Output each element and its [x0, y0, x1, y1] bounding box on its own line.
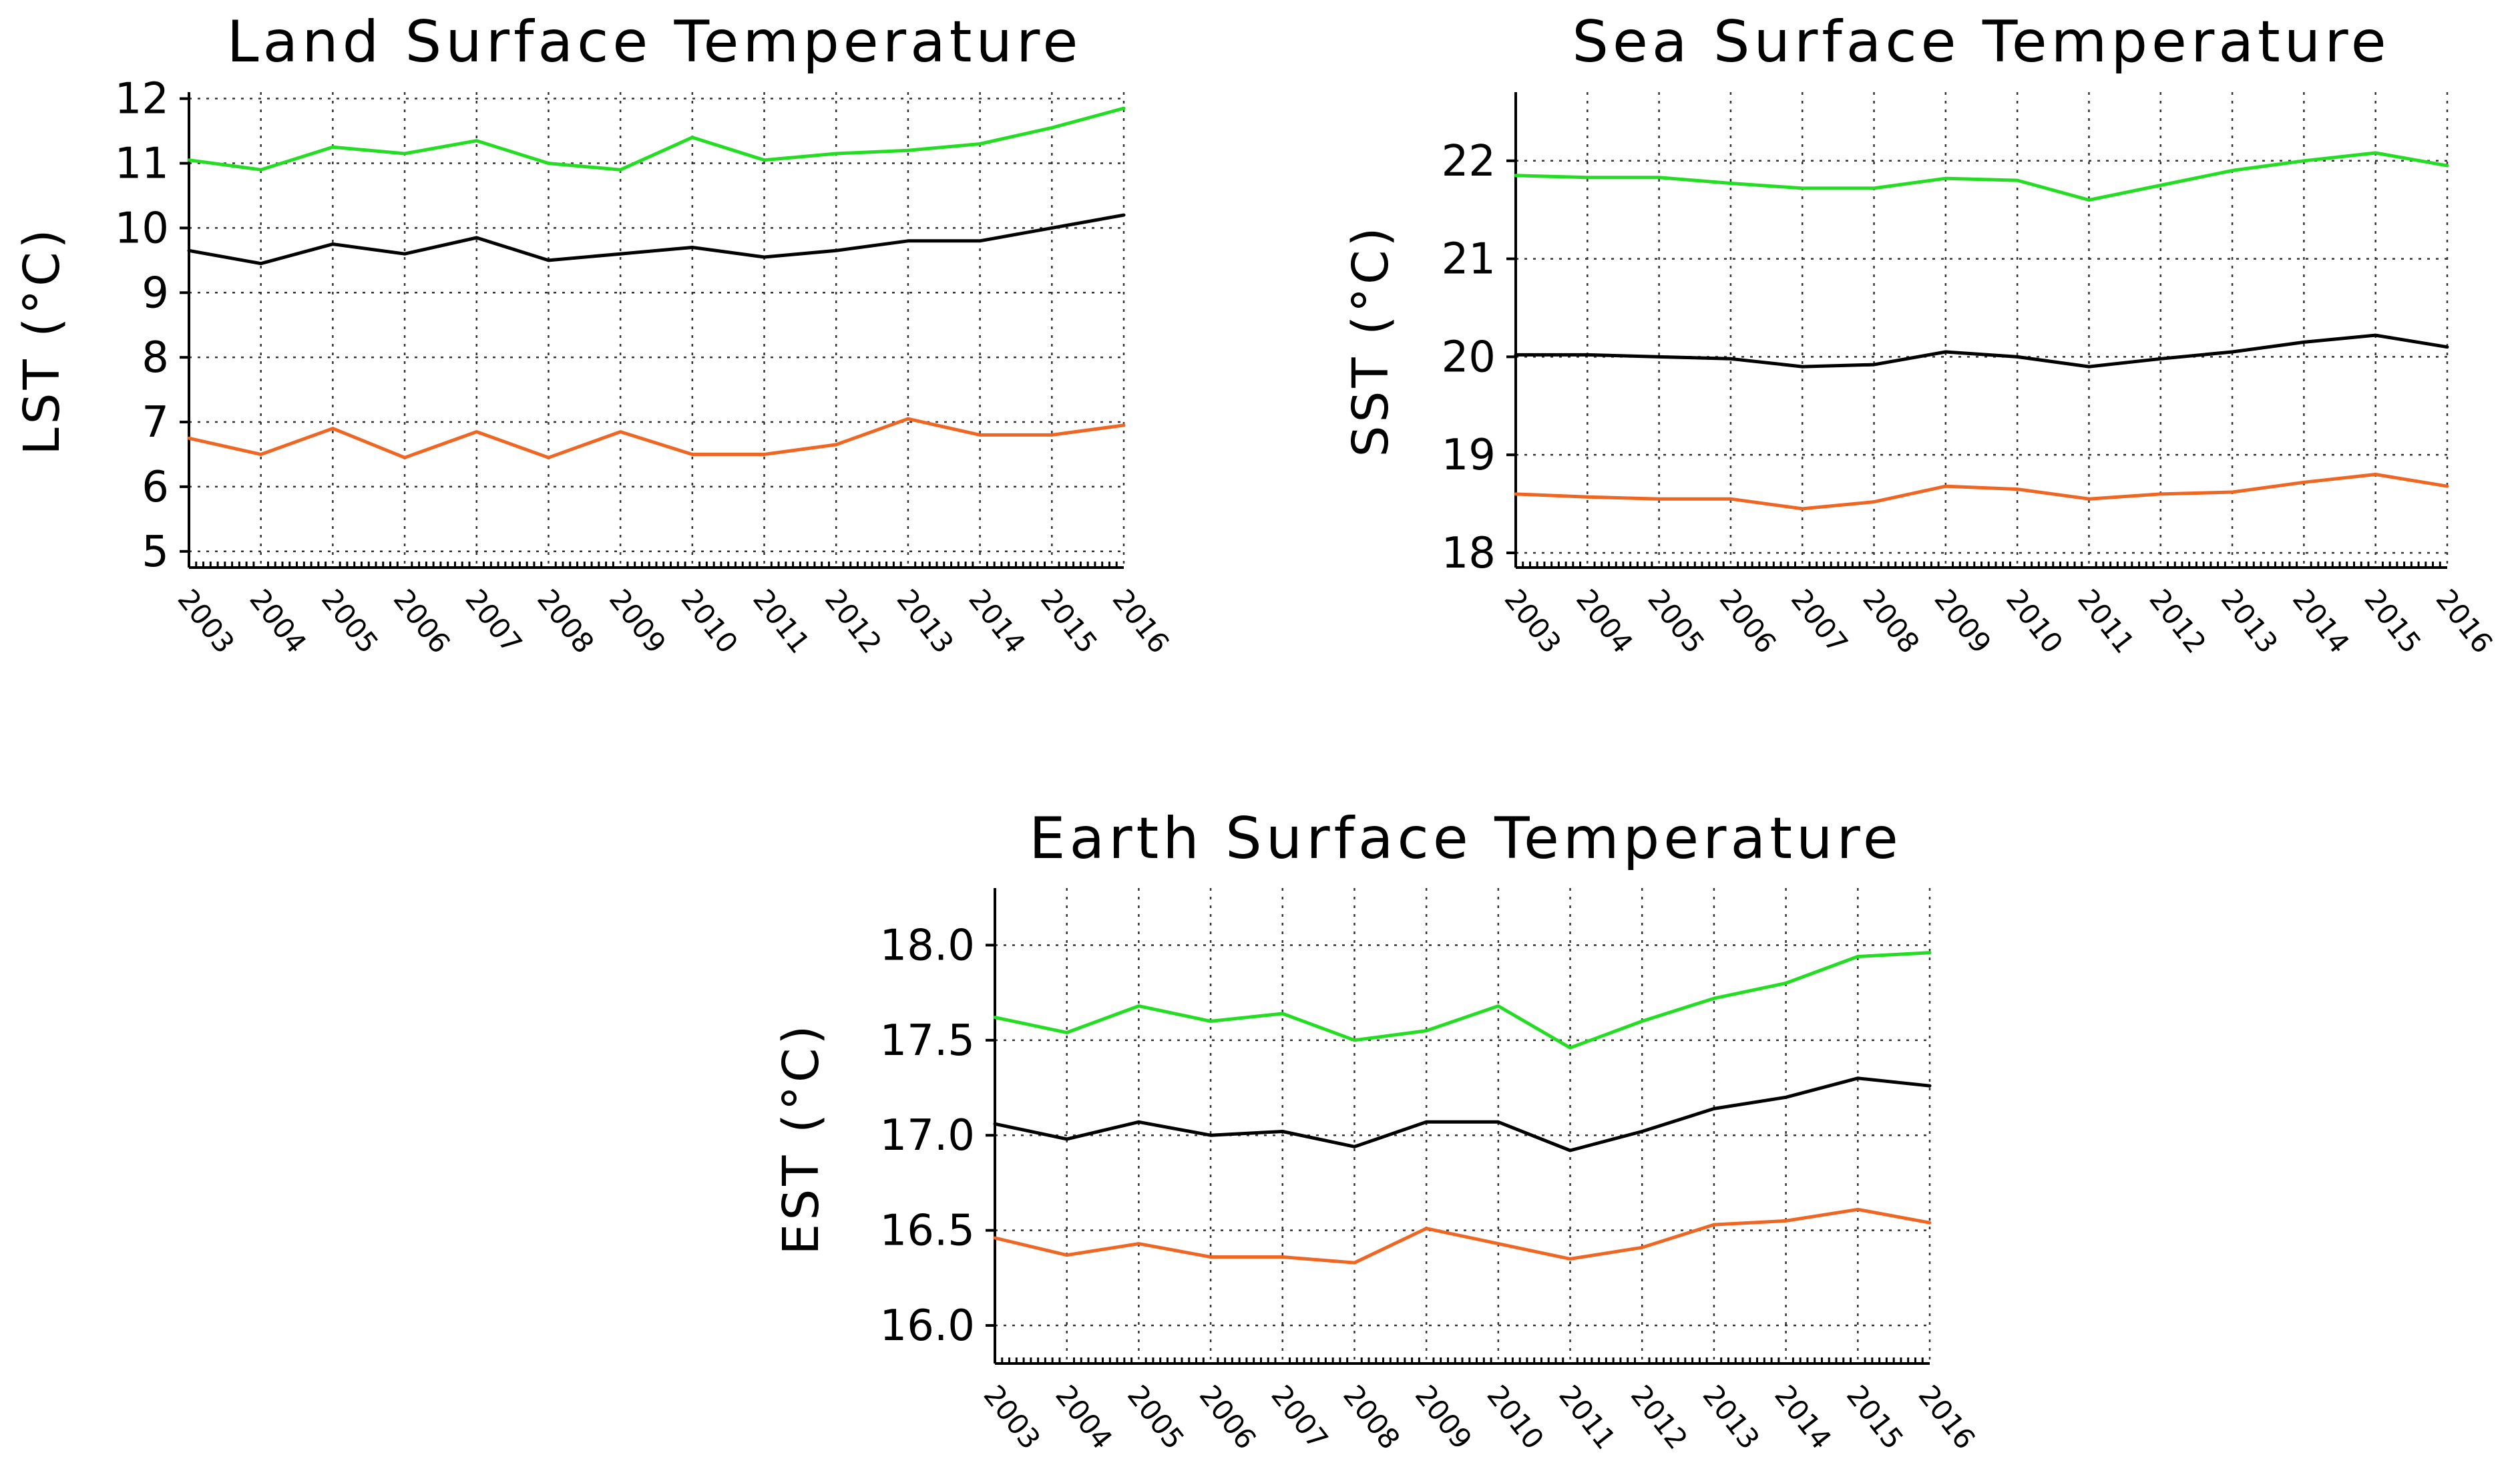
y-tick-label: 21 [1442, 235, 1496, 284]
y-axis-label: SST (°C) [1342, 224, 1400, 457]
y-tick-labels: 16.0 16.5 17.0 17.5 18.0 [880, 921, 976, 1351]
y-tick-label: 9 [142, 268, 169, 318]
chart-title: Earth Surface Temperature [1029, 805, 1902, 872]
y-tick-label: 16.0 [880, 1301, 976, 1351]
series-layer [187, 106, 1126, 459]
y-axis-label: LST (°C) [13, 226, 71, 455]
series-line-mean [1514, 333, 2449, 369]
y-tick-label: 17.0 [880, 1111, 976, 1160]
grid-layer [995, 888, 1931, 1363]
y-axis-label: EST (°C) [773, 1022, 830, 1255]
y-tick-label: 12 [115, 75, 169, 124]
axis-layer [1506, 92, 2447, 569]
y-tick-label: 10 [115, 204, 169, 253]
y-tick-label: 11 [115, 140, 169, 189]
y-tick-label: 7 [142, 398, 169, 447]
y-tick-label: 17.5 [880, 1016, 976, 1066]
y-tick-label: 18 [1442, 529, 1496, 578]
chart-title: Sea Surface Temperature [1572, 9, 2390, 75]
series-layer [1514, 151, 2449, 511]
series-line-mean [993, 1076, 1932, 1152]
y-tick-labels: 18 19 20 21 22 [1442, 137, 1496, 578]
series-line-max [187, 106, 1126, 172]
y-tick-label: 18.0 [880, 921, 976, 970]
y-tick-label: 20 [1442, 333, 1496, 382]
y-tick-label: 19 [1442, 431, 1496, 480]
series-line-mean [187, 213, 1126, 266]
y-tick-label: 5 [142, 527, 169, 577]
y-tick-labels: 5 6 7 8 9 10 11 12 [115, 75, 169, 577]
series-line-max [993, 951, 1932, 1050]
series-line-min [1514, 473, 2449, 511]
series-layer [993, 951, 1932, 1265]
y-tick-label: 6 [142, 463, 169, 512]
series-line-max [1514, 151, 2449, 202]
series-line-min [187, 417, 1126, 459]
chart-title: Land Surface Temperature [227, 9, 1082, 75]
y-tick-label: 16.5 [880, 1207, 976, 1256]
axis-layer [180, 92, 1124, 569]
axis-layer [986, 888, 1930, 1365]
y-tick-label: 8 [142, 333, 169, 383]
series-line-min [993, 1207, 1932, 1265]
y-tick-label: 22 [1442, 137, 1496, 186]
